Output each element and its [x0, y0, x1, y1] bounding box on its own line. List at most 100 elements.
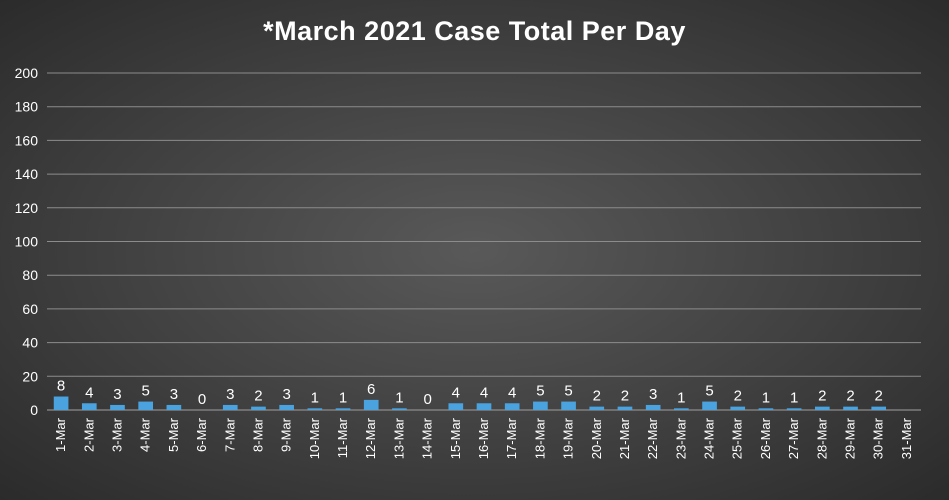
bar	[674, 408, 689, 410]
x-tick-label: 25-Mar	[730, 417, 745, 459]
data-label: 8	[57, 378, 65, 395]
data-label: 5	[564, 383, 572, 400]
data-label: 6	[367, 381, 375, 398]
bar	[279, 404, 294, 410]
x-tick-label: 13-Mar	[391, 417, 406, 459]
x-tick-label: 12-Mar	[363, 417, 378, 459]
data-label: 1	[311, 389, 319, 406]
data-label: 2	[621, 388, 629, 405]
data-label: 4	[452, 384, 460, 401]
data-label: 1	[790, 389, 798, 406]
data-label: 2	[593, 388, 601, 405]
y-tick-label: 200	[15, 65, 39, 81]
x-tick-label: 2-Mar	[81, 417, 96, 452]
chart-title: *March 2021 Case Total Per Day	[263, 16, 686, 46]
bar	[871, 406, 887, 410]
bar	[814, 406, 830, 410]
bar	[730, 406, 746, 410]
data-label: 1	[395, 389, 403, 406]
x-tick-label: 18-Mar	[532, 417, 547, 459]
data-label: 3	[282, 386, 290, 403]
bar	[222, 404, 238, 410]
x-tick-label: 10-Mar	[307, 417, 322, 459]
bar	[843, 406, 858, 410]
y-tick-label: 60	[22, 301, 38, 317]
data-label: 2	[734, 388, 742, 405]
x-tick-label: 22-Mar	[645, 417, 660, 459]
bar	[645, 404, 661, 410]
bar	[335, 408, 351, 410]
bar	[307, 408, 323, 410]
x-tick-label: 27-Mar	[786, 417, 801, 459]
bar	[138, 401, 154, 410]
data-label: 2	[254, 388, 262, 405]
x-tick-label: 21-Mar	[617, 417, 632, 459]
data-label: 2	[875, 388, 883, 405]
data-label: 3	[113, 386, 121, 403]
bar	[617, 406, 633, 410]
data-label: 1	[762, 389, 770, 406]
bar	[561, 401, 576, 410]
x-tick-label: 3-Mar	[109, 417, 124, 452]
x-tick-label: 5-Mar	[166, 417, 181, 452]
data-label: 1	[677, 389, 685, 406]
data-label: 3	[649, 386, 657, 403]
data-label: 4	[480, 384, 488, 401]
bar	[448, 403, 464, 410]
data-label: 5	[536, 383, 544, 400]
data-label: 4	[508, 384, 516, 401]
data-label: 2	[846, 388, 854, 405]
x-tick-label: 9-Mar	[279, 417, 294, 452]
bar	[533, 401, 548, 410]
x-tick-label: 4-Mar	[138, 417, 153, 452]
x-tick-label: 19-Mar	[561, 417, 576, 459]
data-label: 0	[423, 391, 431, 408]
bar	[53, 396, 69, 410]
x-tick-label: 1-Mar	[53, 417, 68, 452]
y-tick-label: 40	[22, 335, 38, 351]
data-label: 1	[339, 389, 347, 406]
bar	[758, 408, 774, 410]
y-tick-label: 120	[15, 200, 39, 216]
x-tick-label: 6-Mar	[194, 417, 209, 452]
x-tick-label: 7-Mar	[222, 417, 237, 452]
x-tick-label: 16-Mar	[476, 417, 491, 459]
x-tick-label: 17-Mar	[504, 417, 519, 459]
y-tick-label: 140	[15, 166, 39, 182]
x-tick-label: 23-Mar	[673, 417, 688, 459]
data-label: 5	[142, 383, 150, 400]
x-tick-label: 26-Mar	[758, 417, 773, 459]
y-tick-label: 180	[15, 99, 39, 115]
bar	[81, 403, 97, 410]
x-tick-label: 20-Mar	[589, 417, 604, 459]
data-label: 2	[818, 388, 826, 405]
bar	[110, 404, 125, 410]
x-tick-label: 30-Mar	[871, 417, 886, 459]
y-tick-label: 0	[30, 402, 38, 418]
y-tick-label: 20	[22, 368, 38, 384]
data-label: 3	[170, 386, 178, 403]
y-tick-label: 80	[22, 267, 38, 283]
bar	[786, 408, 802, 410]
bar	[363, 399, 379, 410]
bar	[251, 406, 266, 410]
x-tick-label: 11-Mar	[335, 417, 350, 458]
x-tick-label: 29-Mar	[843, 417, 858, 459]
bar	[702, 401, 717, 410]
x-tick-label: 8-Mar	[250, 417, 265, 452]
bar	[589, 406, 605, 410]
bar	[476, 403, 492, 410]
bar	[392, 408, 407, 410]
y-tick-label: 100	[15, 234, 39, 250]
x-tick-label: 24-Mar	[702, 417, 717, 459]
x-tick-label: 14-Mar	[420, 417, 435, 459]
x-tick-label: 15-Mar	[448, 417, 463, 459]
x-tick-label: 28-Mar	[814, 417, 829, 459]
data-label: 4	[85, 384, 93, 401]
x-tick-label: 31-Mar	[899, 417, 914, 459]
y-tick-label: 160	[15, 132, 39, 148]
data-label: 5	[705, 383, 713, 400]
data-label: 0	[198, 391, 206, 408]
